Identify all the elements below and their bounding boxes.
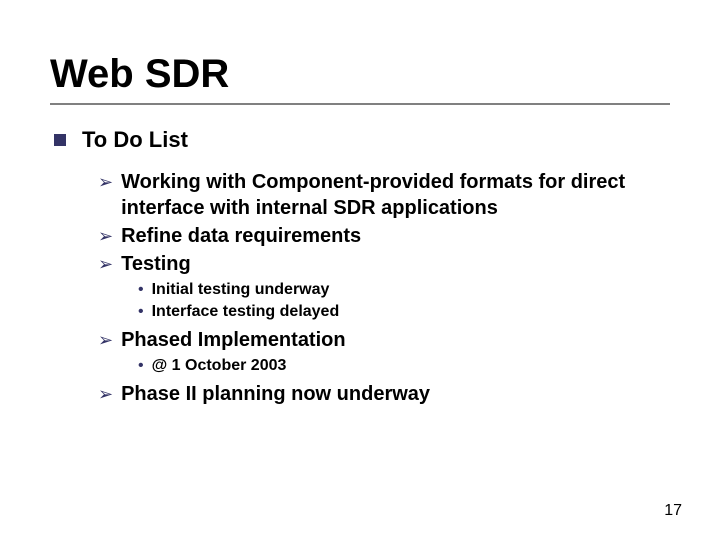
sub-list-item-text: Interface testing delayed <box>152 301 340 323</box>
list-item: ➢ Testing <box>98 251 670 277</box>
slide-title: Web SDR <box>50 52 670 97</box>
arrow-bullet-icon: ➢ <box>98 381 113 407</box>
section-heading-text: To Do List <box>82 127 188 153</box>
list-item: ➢ Phased Implementation <box>98 327 670 353</box>
sub-list-item: • Initial testing underway <box>138 279 670 301</box>
sub-list-item: • Interface testing delayed <box>138 301 670 323</box>
list-item-text: Phase II planning now underway <box>121 381 430 407</box>
arrow-bullet-icon: ➢ <box>98 169 113 195</box>
arrow-bullet-icon: ➢ <box>98 251 113 277</box>
list-item-text: Working with Component-provided formats … <box>121 169 670 221</box>
sub-list-item: • @ 1 October 2003 <box>138 355 670 377</box>
arrow-bullet-icon: ➢ <box>98 223 113 249</box>
list-item-text: Refine data requirements <box>121 223 361 249</box>
section-heading: To Do List <box>54 127 670 153</box>
dot-bullet-icon: • <box>138 355 144 377</box>
square-bullet-icon <box>54 134 66 146</box>
list-item-text: Phased Implementation <box>121 327 346 353</box>
list-item-text: Testing <box>121 251 191 277</box>
sub-list-item-text: Initial testing underway <box>152 279 330 301</box>
sub-list-item-text: @ 1 October 2003 <box>152 355 287 377</box>
list-item: ➢ Working with Component-provided format… <box>98 169 670 221</box>
title-rule <box>50 103 670 105</box>
page-number: 17 <box>664 502 682 520</box>
arrow-bullet-icon: ➢ <box>98 327 113 353</box>
list-item: ➢ Refine data requirements <box>98 223 670 249</box>
dot-bullet-icon: • <box>138 279 144 301</box>
dot-bullet-icon: • <box>138 301 144 323</box>
slide: Web SDR To Do List ➢ Working with Compon… <box>0 0 720 540</box>
list-item: ➢ Phase II planning now underway <box>98 381 670 407</box>
